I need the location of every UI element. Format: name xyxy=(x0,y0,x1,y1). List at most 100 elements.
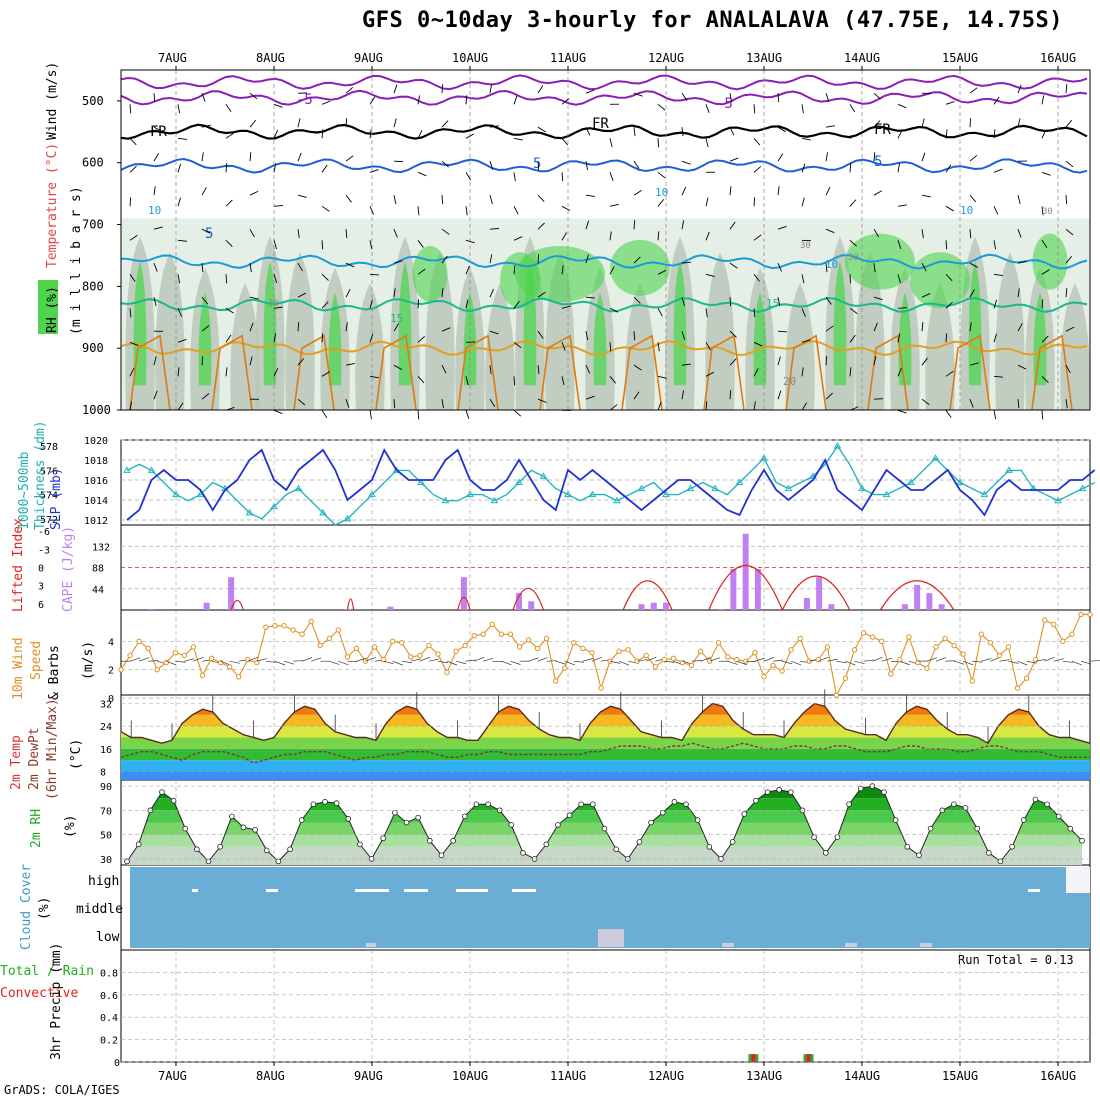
wind-barb xyxy=(297,398,306,406)
wind-barb xyxy=(393,288,396,298)
rh-marker xyxy=(1055,813,1062,820)
wind-speed-marker xyxy=(217,659,224,666)
wind-speed-marker xyxy=(172,649,179,656)
wind-barb-10m xyxy=(591,656,603,662)
rh-marker xyxy=(124,858,130,865)
wind-barb xyxy=(609,203,619,207)
precip-convective-label: Convective xyxy=(0,986,78,1001)
wind-barb xyxy=(897,204,907,207)
rh-marker xyxy=(450,837,456,844)
wind-barb xyxy=(753,368,759,377)
wind-speed-marker xyxy=(471,632,477,639)
wind-speed-marker xyxy=(444,669,450,676)
rh-marker xyxy=(764,789,771,795)
wind-barb xyxy=(609,404,618,411)
wind-barb xyxy=(993,129,996,139)
wind-barb xyxy=(249,356,253,366)
thickness-marker xyxy=(980,490,989,498)
temp-line xyxy=(120,702,1091,745)
wind-barb xyxy=(201,325,210,332)
chart-title: GFS 0~10day 3-hourly for ANALALAVA (47.7… xyxy=(362,8,1064,33)
wind-speed-marker xyxy=(199,672,206,679)
cape-tick-label: 44 xyxy=(92,585,104,596)
cloud-high-strip xyxy=(1028,889,1040,892)
wind-barb xyxy=(297,194,307,198)
wind-barb xyxy=(153,297,157,307)
wind-barb xyxy=(561,265,564,275)
thickness-marker xyxy=(270,502,278,510)
wind-speed-marker xyxy=(480,631,486,637)
wind-barb xyxy=(993,410,997,420)
rh-marker xyxy=(275,858,282,865)
wind-speed-marker xyxy=(969,678,975,684)
wind-barb xyxy=(177,402,184,411)
rh-marker xyxy=(298,817,305,823)
wind-barb xyxy=(129,197,132,207)
wind-barb xyxy=(609,172,614,181)
wind-barb xyxy=(201,356,204,366)
wind-barb-10m xyxy=(184,658,195,662)
wind-barb xyxy=(177,338,187,343)
isotherm-line xyxy=(120,296,1088,313)
wind-barb xyxy=(801,163,806,173)
wind-barb xyxy=(225,133,234,139)
rh-marker xyxy=(1067,825,1074,832)
wind-barb xyxy=(849,199,857,207)
wind-barb xyxy=(1017,364,1027,370)
wind-barb xyxy=(537,222,545,230)
top-date-label: 16AUG xyxy=(1040,51,1076,65)
wind-barb xyxy=(465,239,475,244)
wind-barb xyxy=(681,186,687,196)
wind-barb-10m xyxy=(148,660,159,662)
contour-label: 15 xyxy=(766,297,779,310)
minmax-axis-label: (6hr Min/Max) xyxy=(45,698,60,800)
cloud-cover-axis-label: Cloud Cover xyxy=(19,864,34,950)
lifted-index-line xyxy=(781,575,851,611)
thickness-marker xyxy=(441,496,450,504)
wind-barb xyxy=(321,333,324,343)
wind-barb xyxy=(633,296,641,304)
wind-speed-marker xyxy=(725,654,731,660)
wind-barb xyxy=(1017,229,1022,238)
cape-tick-label: 88 xyxy=(92,564,104,575)
wind-barb xyxy=(561,172,564,182)
wind-barb-10m xyxy=(999,659,1010,662)
wind-barb-10m xyxy=(537,657,548,662)
wind-barb xyxy=(129,165,137,173)
wind-barb-10m xyxy=(727,660,738,665)
contour-label: FR xyxy=(874,122,891,138)
wind-barb xyxy=(561,205,571,211)
cloud-high-strip xyxy=(404,889,428,892)
wind-barb xyxy=(417,410,420,420)
wind-barb xyxy=(513,341,522,349)
isotherm-25-line xyxy=(949,334,991,411)
wind-barb xyxy=(465,299,469,309)
temp-band xyxy=(121,771,1090,780)
wind-barb xyxy=(633,331,636,341)
rh-marker xyxy=(322,799,328,805)
wind-barb xyxy=(705,371,715,377)
wind-barb xyxy=(225,163,228,173)
wind-barb-10m xyxy=(311,657,322,662)
wind-barb xyxy=(129,137,137,146)
wind-barb xyxy=(825,356,828,366)
wind-barb xyxy=(705,231,710,241)
wind-barb xyxy=(297,262,303,272)
contour-label: 30 xyxy=(800,241,811,251)
wind-barb xyxy=(321,205,330,212)
wind-barb xyxy=(921,229,924,239)
wind-barb xyxy=(633,391,640,400)
isotherm-25-line xyxy=(785,334,827,411)
rh-band xyxy=(127,798,1082,811)
wind-barb-10m xyxy=(410,658,421,662)
wind-barb xyxy=(561,98,570,105)
wind-barb-10m xyxy=(474,656,485,662)
slp-panel xyxy=(120,439,1091,526)
cloud-high-strip xyxy=(355,889,389,892)
wind-barb xyxy=(177,137,187,140)
wind-barb xyxy=(513,137,523,141)
wind-barb xyxy=(201,187,207,196)
wind-barb-10m xyxy=(935,657,947,662)
wind-speed-marker xyxy=(1051,621,1057,628)
wind-barb xyxy=(537,254,540,264)
